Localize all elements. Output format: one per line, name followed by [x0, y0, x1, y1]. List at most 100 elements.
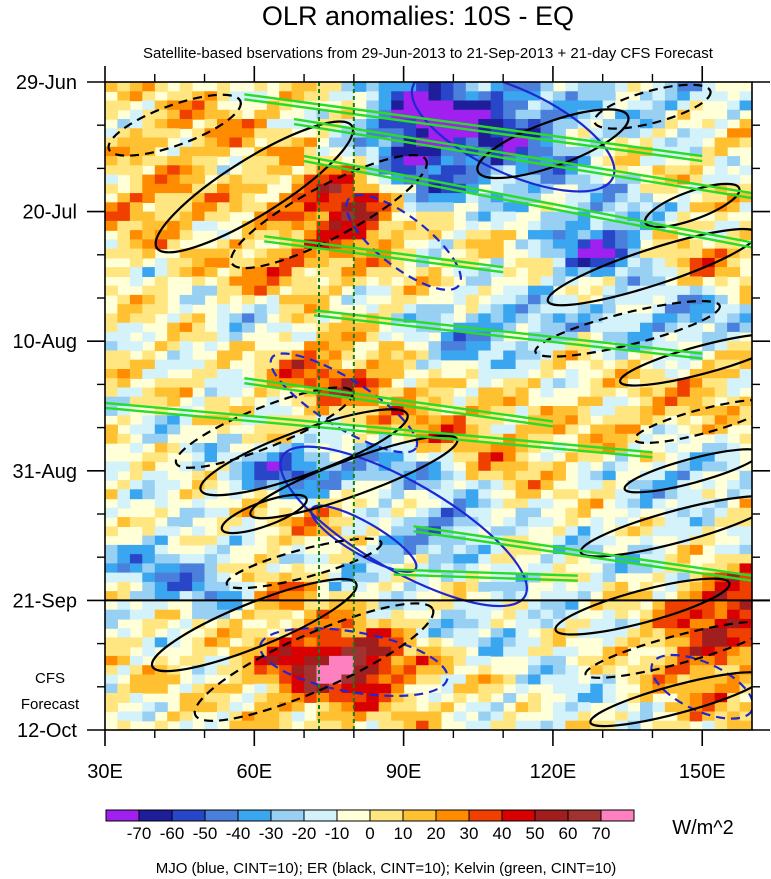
olr-cell	[341, 554, 355, 564]
olr-cell	[391, 711, 405, 722]
olr-cell	[727, 230, 741, 240]
olr-cell	[154, 498, 168, 509]
olr-cell	[117, 683, 131, 694]
olr-cell	[478, 470, 492, 481]
olr-cell	[689, 294, 703, 305]
olr-cell	[179, 378, 193, 389]
olr-cell	[179, 137, 193, 148]
olr-cell	[105, 702, 118, 713]
olr-cell	[652, 572, 666, 583]
olr-cell	[192, 109, 206, 120]
olr-cell	[167, 146, 181, 157]
olr-cell	[428, 128, 442, 139]
olr-cell	[291, 331, 305, 342]
olr-cell	[702, 156, 716, 166]
kelvin-contour	[313, 309, 703, 355]
olr-cell	[229, 406, 243, 416]
olr-cell	[528, 156, 541, 166]
olr-cell	[590, 267, 604, 277]
olr-cell	[565, 248, 579, 259]
olr-cell	[291, 387, 305, 398]
olr-cell	[577, 331, 591, 342]
olr-cell	[490, 183, 504, 194]
olr-cell	[565, 720, 579, 730]
olr-cell	[664, 665, 678, 676]
olr-cell	[304, 443, 318, 453]
olr-cell	[453, 193, 467, 203]
olr-cell	[279, 674, 293, 685]
olr-cell	[391, 341, 405, 352]
olr-cell	[453, 424, 467, 435]
olr-cell	[391, 572, 405, 583]
olr-cell	[366, 304, 380, 315]
olr-cell	[602, 313, 616, 324]
olr-cell	[552, 554, 566, 564]
olr-cell	[229, 341, 243, 352]
olr-cell	[602, 248, 616, 259]
olr-cell	[416, 554, 430, 564]
olr-cell	[378, 507, 392, 518]
olr-cell	[279, 609, 293, 620]
olr-cell	[503, 406, 517, 416]
olr-cell	[640, 322, 653, 333]
olr-cell	[192, 331, 206, 342]
olr-cell	[453, 443, 467, 453]
olr-cell	[515, 91, 529, 102]
olr-cell	[217, 350, 230, 361]
olr-cell	[552, 174, 566, 185]
olr-cell	[602, 470, 616, 481]
olr-cell	[403, 544, 417, 555]
olr-cell	[677, 165, 691, 176]
olr-cell	[403, 498, 417, 509]
er-contour	[476, 108, 630, 180]
olr-cell	[204, 183, 218, 194]
olr-cell	[142, 211, 156, 222]
olr-cell	[167, 554, 181, 564]
olr-cell	[117, 119, 131, 129]
olr-cell	[640, 637, 653, 648]
olr-cell	[129, 82, 143, 92]
olr-cell	[316, 572, 330, 583]
olr-cell	[279, 91, 293, 102]
olr-cell	[204, 285, 218, 296]
olr-cell	[266, 683, 280, 694]
olr-cell	[590, 517, 604, 527]
olr-cell	[117, 609, 131, 620]
er-contour	[546, 227, 752, 307]
olr-cell	[217, 655, 230, 666]
olr-cell	[714, 406, 728, 416]
olr-cell	[503, 591, 517, 601]
olr-cell	[192, 91, 206, 102]
olr-cell	[428, 156, 442, 166]
olr-cell	[241, 239, 255, 250]
olr-cell	[727, 415, 741, 426]
olr-cell	[677, 285, 691, 296]
olr-cell	[192, 507, 206, 518]
olr-cell	[478, 702, 492, 713]
olr-cell	[652, 257, 666, 268]
olr-cell	[105, 544, 118, 555]
olr-cell	[279, 470, 293, 481]
olr-cell	[366, 183, 380, 194]
olr-cell	[266, 387, 280, 398]
olr-cell	[329, 211, 342, 222]
olr-cell	[453, 378, 467, 389]
olr-cell	[204, 572, 218, 583]
olr-cell	[677, 82, 691, 92]
olr-cell	[129, 591, 143, 601]
olr-cell	[428, 109, 442, 120]
olr-cell	[192, 202, 206, 213]
olr-cell	[590, 674, 604, 685]
olr-cell	[316, 387, 330, 398]
olr-cell	[602, 82, 616, 92]
olr-cell	[391, 165, 405, 176]
olr-cell	[366, 387, 380, 398]
olr-cell	[217, 591, 230, 601]
olr-cell	[515, 470, 529, 481]
olr-cell	[416, 313, 430, 324]
olr-cell	[316, 665, 330, 676]
olr-cell	[515, 313, 529, 324]
olr-cell	[304, 526, 318, 537]
olr-cell	[329, 637, 342, 648]
olr-cell	[465, 193, 479, 203]
